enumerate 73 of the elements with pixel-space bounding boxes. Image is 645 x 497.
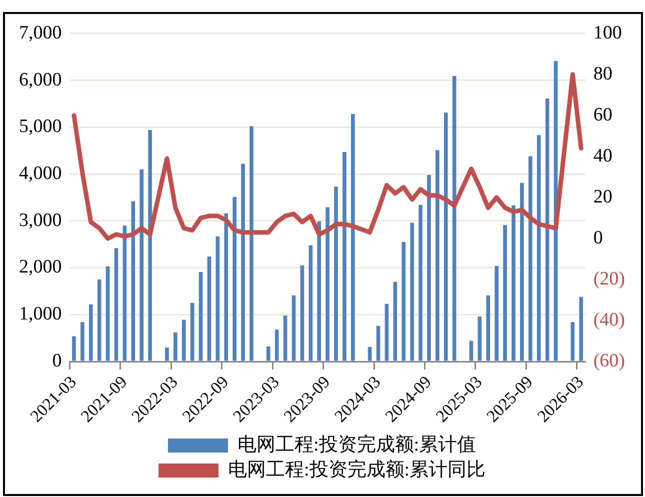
bar [140,169,144,361]
bar [393,282,398,361]
bar [274,330,279,361]
bar [579,296,584,361]
bar [351,114,355,361]
bar [342,152,346,361]
bar [545,98,550,361]
bar [334,186,338,361]
bar [520,182,524,361]
bar [207,256,212,361]
legend-label: 电网工程:投资完成额:累计同比 [228,458,486,480]
y2-tick-label: (20) [593,268,625,290]
bar [418,204,422,361]
bar [570,322,575,361]
y-tick-label: 0 [52,350,62,372]
y-tick-label: 5,000 [19,116,62,138]
y-tick-label: 7,000 [19,22,62,44]
bar [165,347,169,361]
bar [266,346,270,361]
bar [131,201,136,361]
bar [503,225,507,361]
bar [97,279,102,361]
bar [308,245,313,361]
y-tick-label: 1,000 [19,304,62,325]
y-tick-label: 3,000 [19,210,62,231]
y2-tick-label: (40) [593,309,625,330]
bar [250,126,254,361]
bar [384,304,389,361]
bar [283,316,288,361]
y2-tick-label: 60 [593,104,612,126]
bar [326,207,330,361]
bar [72,336,76,361]
y-tick-label: 6,000 [19,69,62,90]
y2-tick-label: 20 [593,186,612,208]
bar [216,236,220,361]
bar [148,130,152,361]
y-tick-label: 4,000 [19,163,62,184]
legend-label: 电网工程:投资完成额:累计值 [237,433,476,456]
bar [198,272,203,361]
bar [512,205,516,361]
bar [528,156,532,361]
bar [190,302,194,361]
bar [300,265,304,361]
bar [292,295,296,361]
bar [536,135,541,361]
bar [317,221,321,361]
bar [80,322,84,361]
bar [376,326,380,361]
bar [486,295,490,361]
y2-tick-label: 100 [593,22,622,44]
bar [452,76,456,361]
bar [241,164,245,361]
y2-tick-label: 0 [593,227,603,248]
bar [402,242,406,361]
bar [469,340,474,361]
bar [436,150,440,361]
bar [224,213,228,361]
bar [106,266,110,361]
bar [368,346,372,361]
bar [88,304,93,361]
bar [114,248,118,361]
bar [427,174,431,361]
y2-tick-label: 80 [593,63,612,84]
bar [444,112,448,361]
y2-tick-label: 40 [593,145,612,166]
y2-tick-label: (60) [593,350,625,372]
bar [182,320,186,361]
bar [494,266,498,361]
bar [410,222,414,361]
y-tick-label: 2,000 [19,256,62,278]
bar [174,332,178,361]
bar [478,316,482,361]
bar [232,196,236,361]
